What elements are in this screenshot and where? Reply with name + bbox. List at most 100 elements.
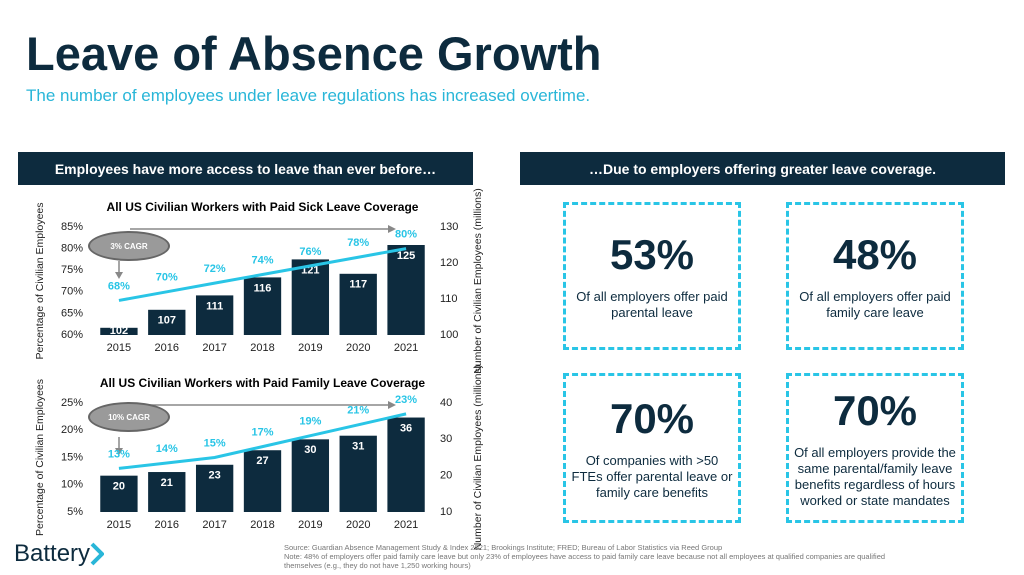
bar-label: 31 <box>352 441 364 453</box>
bar <box>339 273 377 335</box>
y-tick-label: 15% <box>61 451 83 463</box>
left-header: Employees have more access to leave than… <box>18 152 473 185</box>
y2-tick-label: 120 <box>440 257 458 269</box>
y-tick-label: 60% <box>61 329 83 341</box>
line-label: 74% <box>251 254 273 266</box>
y-tick-label: 20% <box>61 424 83 436</box>
bar <box>339 435 377 512</box>
x-tick-label: 2015 <box>107 519 131 531</box>
chart-title: All US Civilian Workers with Paid Sick L… <box>107 200 419 214</box>
x-tick-label: 2017 <box>202 519 226 531</box>
logo: Battery <box>14 540 91 567</box>
x-tick-label: 2017 <box>202 342 226 354</box>
line-label: 19% <box>299 416 321 428</box>
bar-label: 125 <box>397 250 415 262</box>
y-tick-label: 25% <box>61 397 83 409</box>
bar <box>100 475 138 512</box>
footnotes: Source: Guardian Absence Management Stud… <box>284 543 904 570</box>
line-label: 68% <box>108 280 130 292</box>
stat-value: 53% <box>609 231 695 278</box>
stat-text: Of all employers offer paid parental lea… <box>576 289 728 320</box>
y-axis-title: Percentage of Civilian Employees <box>34 379 46 536</box>
bar-label: 21 <box>161 477 173 489</box>
y2-tick-label: 110 <box>440 293 458 305</box>
bar <box>291 439 330 512</box>
y2-tick-label: 30 <box>440 433 452 445</box>
logo-chevron <box>90 542 104 566</box>
x-tick-label: 2016 <box>155 519 179 531</box>
y-tick-label: 85% <box>61 221 83 233</box>
bar-label: 111 <box>206 300 223 312</box>
cagr-arrowhead <box>115 272 123 279</box>
bar-label: 116 <box>254 282 272 294</box>
cagr-annotation: 10% CAGR <box>88 402 170 432</box>
line-label: 23% <box>395 394 417 406</box>
line-label: 13% <box>108 448 130 460</box>
bar-label: 27 <box>256 455 268 467</box>
line <box>118 412 407 470</box>
line-label: 17% <box>251 427 273 439</box>
line <box>118 247 407 302</box>
stat-value: 70% <box>609 395 695 442</box>
y2-tick-label: 10 <box>440 506 452 518</box>
x-tick-label: 2020 <box>346 519 370 531</box>
y2-axis-title: Number of Civilian Employees (millions) <box>472 365 484 551</box>
cagr-arrowhead <box>115 448 123 455</box>
bar-label: 102 <box>110 325 128 337</box>
bar <box>243 450 282 512</box>
y2-tick-label: 100 <box>440 329 458 341</box>
stat-box: 70% Of companies with >50 FTEs offer par… <box>563 373 741 523</box>
chart-title: All US Civilian Workers with Paid Family… <box>100 376 426 390</box>
y2-tick-label: 20 <box>440 470 452 482</box>
bar <box>195 464 234 512</box>
subtitle: The number of employees under leave regu… <box>26 86 591 105</box>
x-tick-label: 2015 <box>107 342 131 354</box>
stat-text: Of all employers provide the same parent… <box>794 445 956 508</box>
bar-label: 117 <box>349 279 367 291</box>
y-tick-label: 70% <box>61 286 83 298</box>
y-tick-label: 10% <box>61 479 83 491</box>
line-label: 80% <box>395 229 417 241</box>
line-label: 15% <box>204 437 226 449</box>
line-label: 76% <box>299 246 321 258</box>
line-label: 21% <box>347 405 369 417</box>
line-label: 78% <box>347 237 369 249</box>
x-tick-label: 2019 <box>298 519 322 531</box>
x-tick-label: 2021 <box>394 519 418 531</box>
y2-tick-label: 40 <box>440 397 452 409</box>
cagr-arrowhead <box>388 225 396 233</box>
stat-box: 53% Of all employers offer paid parental… <box>563 202 741 350</box>
stat-box: 70% Of all employers provide the same pa… <box>786 373 964 523</box>
right-header: …Due to employers offering greater leave… <box>520 152 1005 185</box>
y2-tick-label: 130 <box>440 221 458 233</box>
bar <box>148 309 186 335</box>
bar <box>100 327 138 335</box>
cagr-arrowhead <box>388 401 396 409</box>
note: Note: 48% of employers offer paid family… <box>284 552 886 570</box>
y-tick-label: 5% <box>67 506 83 518</box>
stat-box: 48% Of all employers offer paid family c… <box>786 202 964 350</box>
logo-mark <box>90 542 104 566</box>
x-tick-label: 2021 <box>394 342 418 354</box>
bar-label: 20 <box>113 481 125 493</box>
bar <box>243 277 282 335</box>
bar <box>148 472 186 512</box>
y-axis-title: Percentage of Civilian Employees <box>34 203 46 360</box>
y2-axis-title: Number of Civilian Employees (millions) <box>472 188 484 374</box>
bar <box>387 417 425 512</box>
bar-label: 36 <box>400 422 412 434</box>
title: Leave of Absence Growth <box>26 27 602 80</box>
stat-text: Of companies with >50 FTEs offer parenta… <box>571 453 733 500</box>
x-tick-label: 2018 <box>250 342 274 354</box>
source: Source: Guardian Absence Management Stud… <box>284 543 723 552</box>
stat-value: 70% <box>832 387 918 434</box>
x-tick-label: 2018 <box>250 519 274 531</box>
bar-label: 107 <box>158 315 176 327</box>
bar <box>195 295 234 335</box>
y-tick-label: 75% <box>61 264 83 276</box>
stat-value: 48% <box>832 231 918 278</box>
x-tick-label: 2016 <box>155 342 179 354</box>
y-tick-label: 65% <box>61 307 83 319</box>
